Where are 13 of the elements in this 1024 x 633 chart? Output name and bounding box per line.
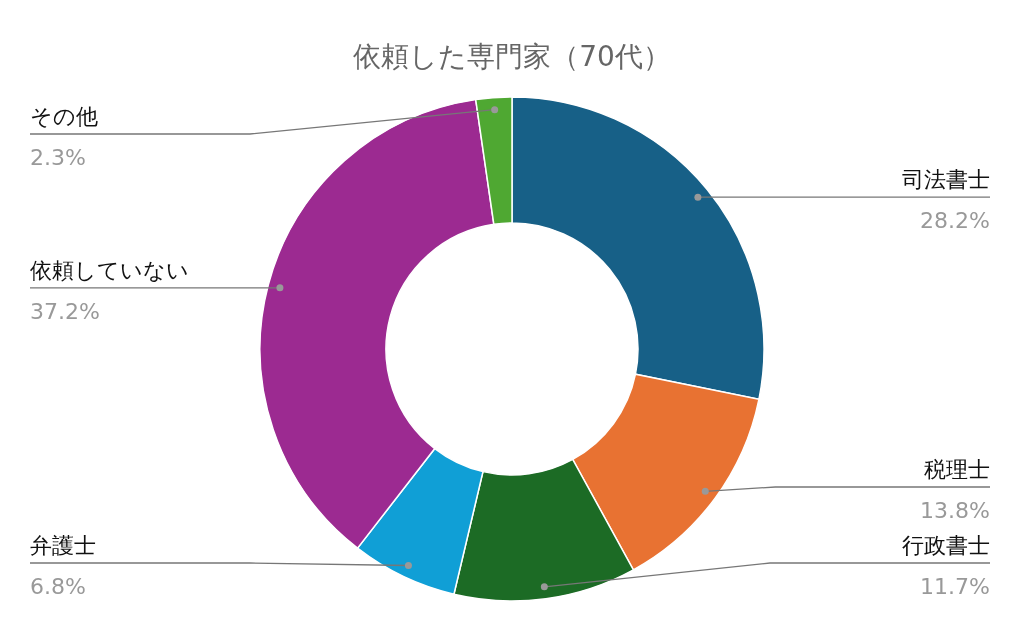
slice-label: 弁護士 (30, 533, 96, 558)
data-label: 28.2% (920, 208, 990, 234)
slice-label: 依頼していない (30, 257, 189, 283)
chart-title: 依頼した専門家（70代） (353, 40, 671, 73)
data-label: 11.7% (920, 574, 990, 599)
slice-label: 司法書士 (902, 167, 990, 193)
slice-label: 行政書士 (902, 533, 990, 558)
data-label: 13.8% (920, 498, 990, 523)
slice-label: 税理士 (924, 457, 990, 482)
data-label: 37.2% (30, 298, 100, 324)
data-label: 6.8% (30, 574, 86, 599)
data-label: 2.3% (30, 145, 86, 170)
slice-label: その他 (30, 104, 98, 129)
